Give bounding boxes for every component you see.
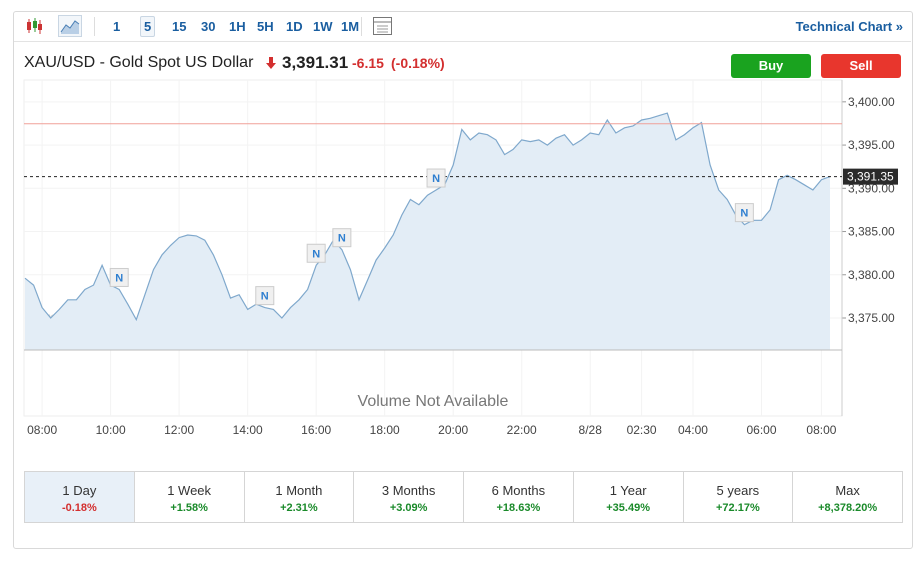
period-change[interactable]: -0.18% bbox=[61, 502, 97, 514]
x-tick-label: 08:00 bbox=[806, 423, 836, 437]
toolbar: 1 5 15 30 1H 5H 1D 1W 1M Technical Chart » bbox=[14, 12, 911, 42]
news-marker[interactable]: N bbox=[734, 203, 754, 223]
period-tabs: 1 Day -0.18% 1 Week +1.58% 1 Month +2.31% 3 Mo… bbox=[24, 471, 903, 523]
area bbox=[25, 113, 830, 350]
news-marker[interactable]: N bbox=[109, 267, 129, 287]
period-change[interactable]: +72.17% bbox=[716, 502, 760, 514]
period-tab[interactable]: 3 Months +3.09% bbox=[353, 472, 463, 522]
x-tick-label: 10:00 bbox=[96, 423, 126, 437]
interval-button[interactable]: 1M bbox=[341, 19, 360, 34]
technical-chart-text[interactable]: Technical Chart bbox=[795, 19, 893, 34]
change: -6.15 bbox=[352, 55, 384, 71]
symbol-title: XAU/USD - Gold Spot US Dollar bbox=[24, 54, 254, 71]
sell-button[interactable]: Sell bbox=[821, 54, 901, 78]
period-label[interactable]: Max bbox=[835, 483, 860, 498]
period-tab[interactable]: Max +8,378.20% bbox=[792, 472, 902, 522]
period-tab[interactable]: 1 Year +35.49% bbox=[572, 472, 683, 522]
period-change[interactable]: +1.58% bbox=[170, 502, 208, 514]
y-tick-label: 3,390.00 bbox=[848, 181, 895, 195]
interval-button[interactable]: 1H bbox=[229, 19, 246, 34]
news-marker-box bbox=[306, 243, 326, 263]
news-marker-label: N bbox=[432, 173, 440, 185]
x-tick-label: 08:00 bbox=[27, 423, 57, 437]
news-marker[interactable]: N bbox=[306, 243, 326, 263]
period-change[interactable]: +8,378.20% bbox=[818, 502, 878, 514]
widget-frame bbox=[13, 11, 913, 549]
y-tick-label: 3,395.00 bbox=[848, 138, 895, 152]
period-label[interactable]: 1 Day bbox=[62, 483, 97, 498]
news-marker-box bbox=[109, 267, 129, 287]
x-tick-label: 04:00 bbox=[678, 423, 708, 437]
interval-button[interactable]: 1 bbox=[113, 19, 121, 34]
period-tab[interactable]: 6 Months +18.63% bbox=[463, 472, 573, 522]
x-tick-label: 22:00 bbox=[507, 423, 537, 437]
x-tick-label: 02:30 bbox=[627, 423, 657, 437]
candles-icon[interactable] bbox=[24, 16, 44, 36]
period-label[interactable]: 1 Year bbox=[609, 483, 647, 498]
period-label[interactable]: 1 Month bbox=[275, 483, 323, 498]
technical-chart-link[interactable]: Technical Chart » bbox=[796, 19, 903, 34]
period-label[interactable]: 1 Week bbox=[167, 483, 212, 498]
price-line bbox=[24, 112, 831, 322]
interval-button[interactable]: 5 bbox=[140, 16, 156, 37]
x-tick-label: 14:00 bbox=[233, 423, 263, 437]
period-change[interactable]: +35.49% bbox=[606, 502, 650, 514]
news-marker-box bbox=[255, 286, 275, 306]
x-tick-label: 18:00 bbox=[370, 423, 400, 437]
news-marker-box bbox=[332, 228, 352, 248]
period-change[interactable]: +2.31% bbox=[280, 502, 318, 514]
volume-note: Volume Not Available bbox=[358, 393, 509, 410]
news-marker-label: N bbox=[312, 248, 320, 260]
change-percent: (-0.18%) bbox=[391, 55, 445, 71]
y-tick-label: 3,385.00 bbox=[848, 225, 895, 239]
x-tick-label: 16:00 bbox=[301, 423, 331, 437]
x-tick-label: 06:00 bbox=[746, 423, 776, 437]
interval-button[interactable]: 15 bbox=[172, 19, 187, 34]
x-tick-label: 8/28 bbox=[579, 423, 603, 437]
y-tick-label: 3,375.00 bbox=[848, 311, 895, 325]
news-marker-label: N bbox=[338, 233, 346, 245]
period-tab[interactable]: 5 years +72.17% bbox=[682, 472, 793, 522]
news-marker[interactable]: N bbox=[332, 228, 352, 248]
news-marker-label: N bbox=[740, 208, 748, 220]
last-price-label: 3,391.35 bbox=[847, 170, 894, 184]
news-marker-label: N bbox=[261, 291, 269, 303]
period-tab[interactable]: 1 Month +2.31% bbox=[243, 472, 354, 522]
period-tab[interactable]: 1 Week +1.58% bbox=[133, 472, 244, 522]
news-marker-box bbox=[734, 203, 754, 223]
price: 3,391.31 bbox=[282, 53, 349, 72]
down-arrow bbox=[266, 57, 276, 69]
period-label[interactable]: 6 Months bbox=[491, 483, 546, 498]
interval-button[interactable]: 5H bbox=[257, 19, 274, 34]
period-label[interactable]: 3 Months bbox=[381, 483, 436, 498]
buy-button[interactable]: Buy bbox=[731, 54, 811, 78]
technical-chart-arrow[interactable]: » bbox=[895, 19, 903, 34]
last-price-tag bbox=[843, 168, 898, 185]
area-icon[interactable] bbox=[58, 15, 82, 37]
news-marker-box bbox=[426, 168, 446, 188]
period-change[interactable]: +18.63% bbox=[496, 502, 541, 514]
news-marker-label: N bbox=[115, 272, 123, 284]
period-label[interactable]: 5 years bbox=[716, 483, 760, 498]
x-tick-label: 12:00 bbox=[164, 423, 194, 437]
y-tick-label: 3,380.00 bbox=[848, 268, 895, 282]
table-icon[interactable] bbox=[372, 15, 394, 37]
period-change[interactable]: +3.09% bbox=[389, 502, 428, 514]
news-marker[interactable]: N bbox=[426, 168, 446, 188]
period-tab[interactable]: 1 Day -0.18% bbox=[25, 472, 134, 522]
news-marker[interactable]: N bbox=[255, 286, 275, 306]
interval-button[interactable]: 1D bbox=[286, 19, 303, 34]
interval-button[interactable]: 1W bbox=[313, 19, 333, 34]
chart: 08:00 10:00 12:00 14:00 16:00 18:00 20:00 22:00… bbox=[23, 79, 898, 437]
x-tick-label: 20:00 bbox=[438, 423, 468, 437]
y-tick-label: 3,400.00 bbox=[848, 95, 895, 109]
interval-button[interactable]: 30 bbox=[201, 19, 216, 34]
